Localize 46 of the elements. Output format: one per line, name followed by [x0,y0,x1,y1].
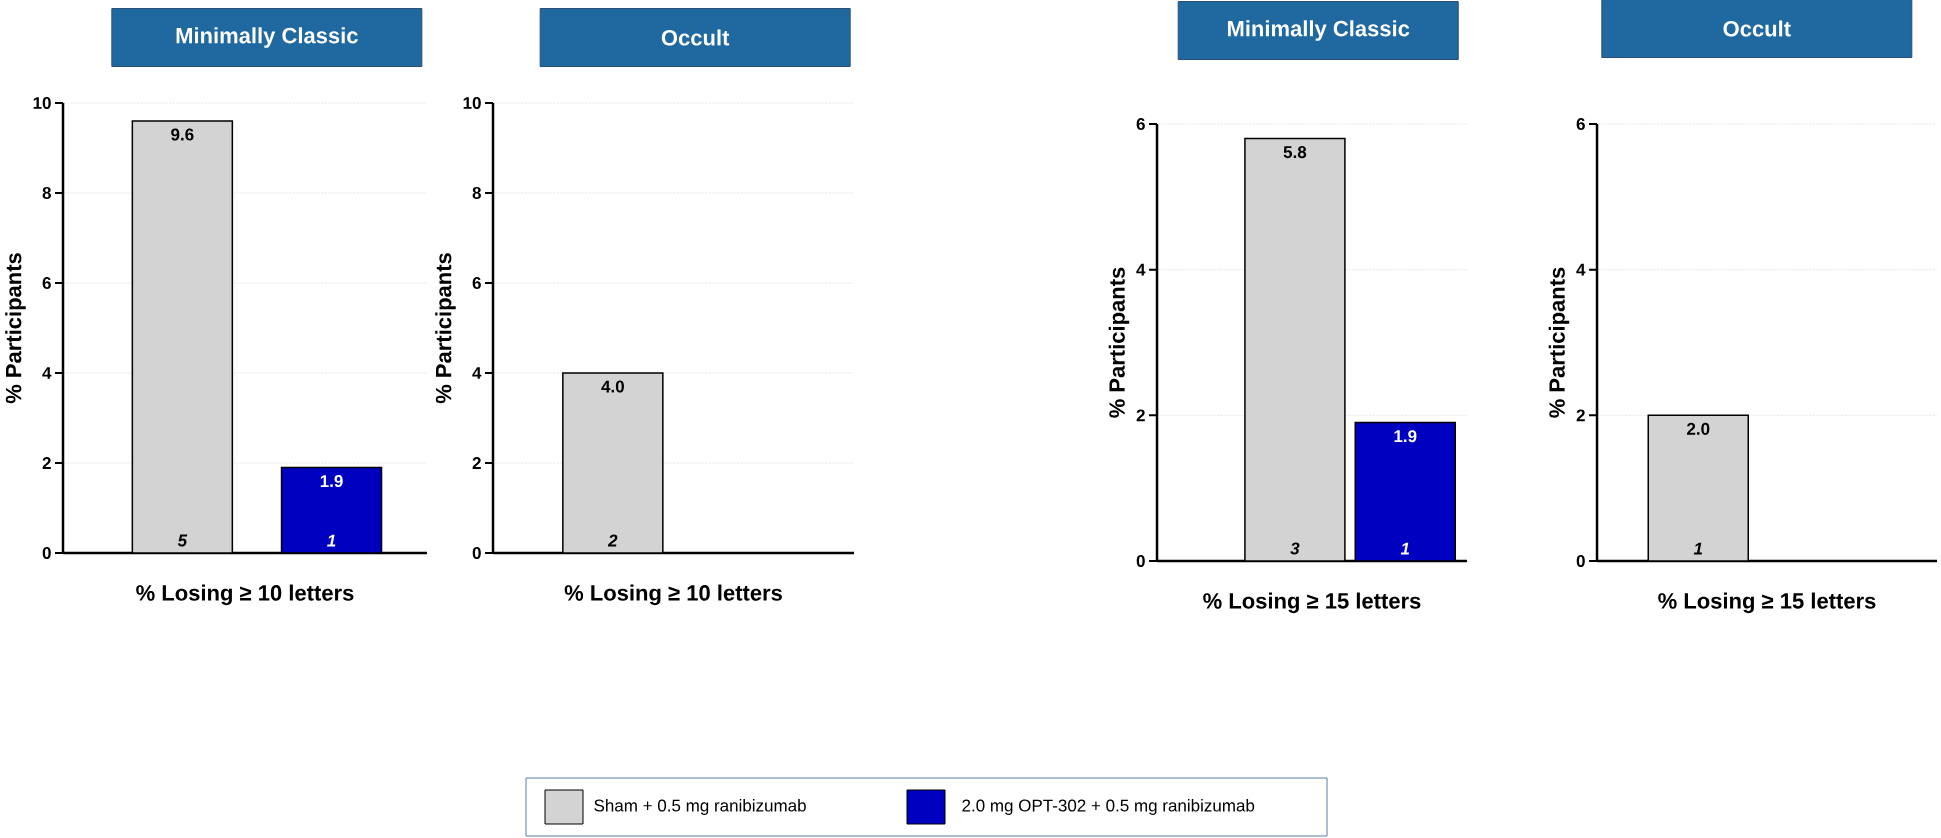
y-tick-label: 4 [472,367,482,379]
y-tick-label: 6 [472,276,481,290]
chart-title: Occult [1723,20,1791,37]
chart-title: Occult [661,29,730,46]
x-axis-title: % Losing ≥ 15 letters [1203,592,1421,614]
y-tick-label: 6 [1136,117,1145,131]
annotation: 3 [1290,542,1300,555]
x-axis-title: % Losing ≥ 15 letters [1658,592,1876,614]
y-tick-label: 0 [1576,554,1585,568]
data-label: 4.0 [601,380,624,393]
data-label: 2.0 [1687,422,1710,435]
chart-title: Minimally Classic [176,27,358,48]
y-tick-label: 4 [42,367,52,379]
y-axis-title: % Participants [435,253,456,404]
y-tick-label: 10 [33,96,51,110]
annotation: 1 [1400,542,1410,555]
y-tick-label: 4 [1576,263,1586,276]
y-tick-label: 8 [42,186,51,200]
y-tick-label: 4 [1136,263,1146,276]
y-tick-label: 2 [1136,409,1145,422]
y-tick-label: 0 [42,546,51,560]
y-axis-title: % Participants [1548,267,1570,418]
y-tick-label: 6 [1576,117,1585,131]
y-tick-label: 6 [42,276,51,290]
y-tick-label: 2 [1576,409,1585,422]
annotation: 2 [607,534,618,547]
annotation: 5 [177,534,188,547]
annotation: 1 [1693,542,1703,555]
y-tick-label: 10 [463,96,481,110]
y-tick-label: 2 [42,457,51,469]
data-label: 1.9 [320,475,343,488]
annotation: 1 [327,534,336,547]
y-tick-label: 8 [472,186,481,200]
y-tick-label: 2 [472,457,481,469]
y-axis-title: % Participants [5,253,26,404]
x-axis-title: % Losing ≥ 10 letters [564,584,782,606]
chart-title: Minimally Classic [1227,20,1410,41]
y-axis-title: % Participants [1108,267,1130,418]
y-tick-label: 0 [1136,554,1145,568]
data-label: 9.6 [171,128,194,141]
x-axis-title: % Losing ≥ 10 letters [136,584,354,606]
data-label: 1.9 [1394,430,1417,443]
legend-label: Sham + 0.5 mg ranibizumab [594,799,806,815]
y-tick-label: 0 [472,546,481,560]
legend-label: 2.0 mg OPT-302 + 0.5 mg ranibizumab [962,799,1255,815]
data-label: 5.8 [1283,146,1307,159]
